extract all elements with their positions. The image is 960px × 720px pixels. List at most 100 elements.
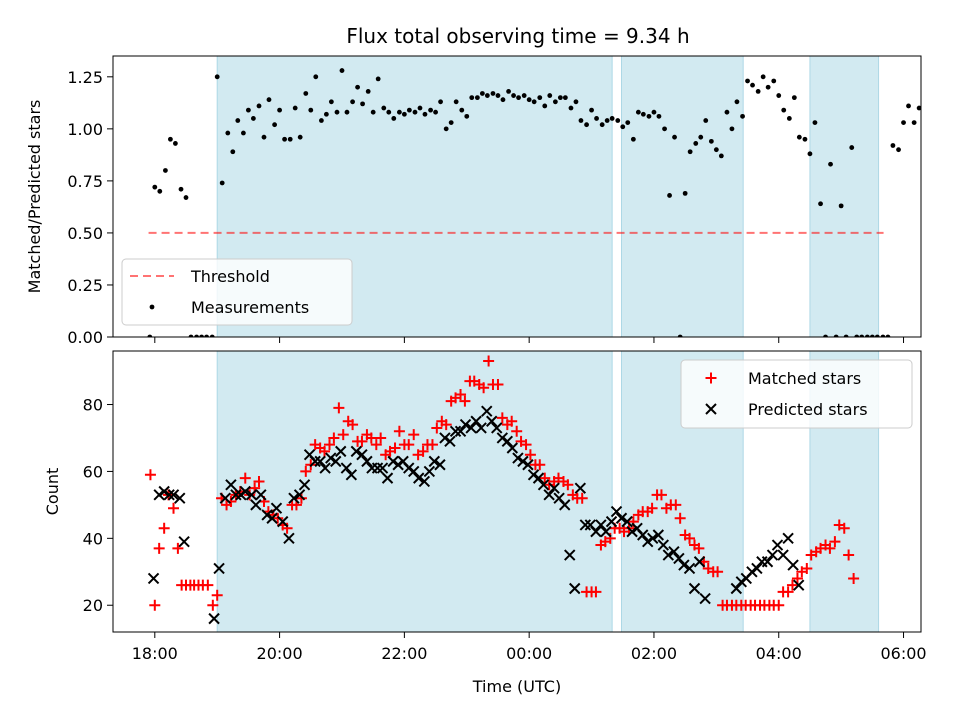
matched-point bbox=[786, 579, 798, 591]
predicted-point bbox=[434, 459, 446, 471]
measurement-point bbox=[724, 109, 730, 115]
predicted-point bbox=[564, 549, 576, 561]
measurement-point bbox=[438, 99, 443, 105]
measurement-point bbox=[880, 334, 886, 337]
predicted-point bbox=[512, 452, 524, 464]
measurement-point bbox=[568, 105, 574, 111]
matched-point bbox=[426, 439, 438, 451]
measurement-point bbox=[365, 88, 371, 94]
predicted-point bbox=[392, 459, 404, 471]
bottom-xtick-label: 00:00 bbox=[506, 644, 552, 663]
predicted-point bbox=[239, 485, 251, 498]
predicted-point bbox=[751, 562, 763, 575]
predicted-point bbox=[277, 515, 289, 528]
measurement-point bbox=[531, 99, 537, 105]
measurement-point bbox=[682, 190, 688, 196]
top-band-1 bbox=[621, 55, 744, 338]
predicted-point bbox=[376, 462, 389, 474]
measurement-point bbox=[277, 107, 282, 113]
measurement-point bbox=[594, 116, 599, 121]
bottom-xlabel: Time (UTC) bbox=[472, 677, 561, 696]
matched-point bbox=[144, 469, 156, 481]
predicted-point bbox=[699, 592, 711, 605]
predicted-point bbox=[777, 549, 789, 561]
matched-point bbox=[440, 419, 452, 431]
measurement-point bbox=[802, 136, 808, 142]
measurement-point bbox=[230, 149, 236, 155]
legend-matched-swatch bbox=[705, 372, 717, 384]
predicted-point bbox=[325, 452, 337, 464]
bottom-frame bbox=[112, 350, 922, 633]
top-ytick-label: 0.50 bbox=[67, 224, 103, 243]
predicted-point bbox=[444, 435, 456, 448]
measurement-point bbox=[537, 95, 543, 101]
predicted-point bbox=[746, 566, 758, 578]
measurement-point bbox=[547, 93, 553, 98]
predicted-point bbox=[637, 529, 649, 541]
matched-point bbox=[524, 449, 536, 461]
measurement-point bbox=[219, 180, 225, 186]
measurement-point bbox=[693, 141, 699, 146]
measurement-point bbox=[214, 74, 220, 80]
predicted-point bbox=[506, 442, 519, 454]
measurement-point bbox=[386, 109, 392, 115]
measurement-point bbox=[609, 116, 615, 121]
matched-point bbox=[168, 502, 180, 514]
measurement-point bbox=[651, 109, 657, 115]
predicted-point bbox=[579, 519, 592, 531]
measurement-point bbox=[412, 109, 418, 115]
predicted-point bbox=[465, 422, 477, 434]
matched-point bbox=[356, 435, 368, 447]
predicted-point bbox=[600, 525, 612, 538]
matched-point bbox=[172, 542, 184, 554]
predicted-point bbox=[543, 489, 555, 501]
measurement-point bbox=[687, 149, 693, 155]
matched-point bbox=[300, 465, 312, 477]
measurement-point bbox=[282, 136, 287, 142]
predicted-point bbox=[793, 579, 805, 591]
matched-point bbox=[590, 586, 602, 598]
measurement-point bbox=[578, 118, 584, 123]
predicted-point bbox=[413, 472, 425, 484]
measurement-point bbox=[287, 136, 293, 142]
predicted-point bbox=[158, 485, 170, 498]
predicted-point bbox=[319, 462, 331, 474]
measurement-point bbox=[734, 99, 740, 105]
predicted-point bbox=[167, 489, 180, 501]
predicted-point bbox=[475, 422, 487, 434]
predicted-point bbox=[454, 425, 467, 437]
measurement-point bbox=[370, 109, 376, 115]
legend-matched-label: Matched stars bbox=[748, 369, 861, 388]
predicted-point bbox=[626, 525, 638, 538]
measurement-point bbox=[599, 122, 605, 128]
matched-point bbox=[408, 429, 420, 441]
matched-point bbox=[239, 472, 251, 484]
matched-point bbox=[370, 439, 382, 451]
measurement-point bbox=[718, 153, 724, 159]
measurement-point bbox=[916, 105, 921, 111]
measurement-point bbox=[266, 97, 272, 103]
measurement-point bbox=[500, 97, 506, 103]
matched-point bbox=[365, 432, 377, 444]
top-ytick-label: 1.25 bbox=[67, 68, 103, 87]
measurement-point bbox=[854, 334, 860, 337]
predicted-point bbox=[178, 535, 190, 548]
measurement-point bbox=[635, 109, 641, 115]
measurement-point bbox=[292, 105, 298, 111]
top-legend-box bbox=[121, 258, 353, 326]
measurement-point bbox=[755, 88, 761, 94]
measurement-point bbox=[823, 334, 828, 337]
measurement-point bbox=[250, 116, 256, 121]
measurement-point bbox=[235, 118, 241, 123]
top-ylabel: Matched/Predicted stars bbox=[25, 100, 44, 294]
predicted-point bbox=[208, 612, 220, 625]
measurement-point bbox=[401, 111, 407, 117]
bottom-panel: 20 40 60 80 18:00 20:00 22:00 00:00 02:00 04:00 06… bbox=[43, 350, 927, 696]
predicted-point bbox=[345, 469, 358, 481]
predicted-point bbox=[350, 445, 363, 458]
measurement-point bbox=[542, 103, 548, 109]
measurement-point bbox=[417, 105, 423, 111]
predicted-point bbox=[548, 482, 560, 494]
top-panel: 0.00 0.25 0.50 0.75 1.00 1.25 Matched/Predicte… bbox=[25, 55, 922, 347]
top-ytick-label: 1.00 bbox=[67, 120, 103, 139]
